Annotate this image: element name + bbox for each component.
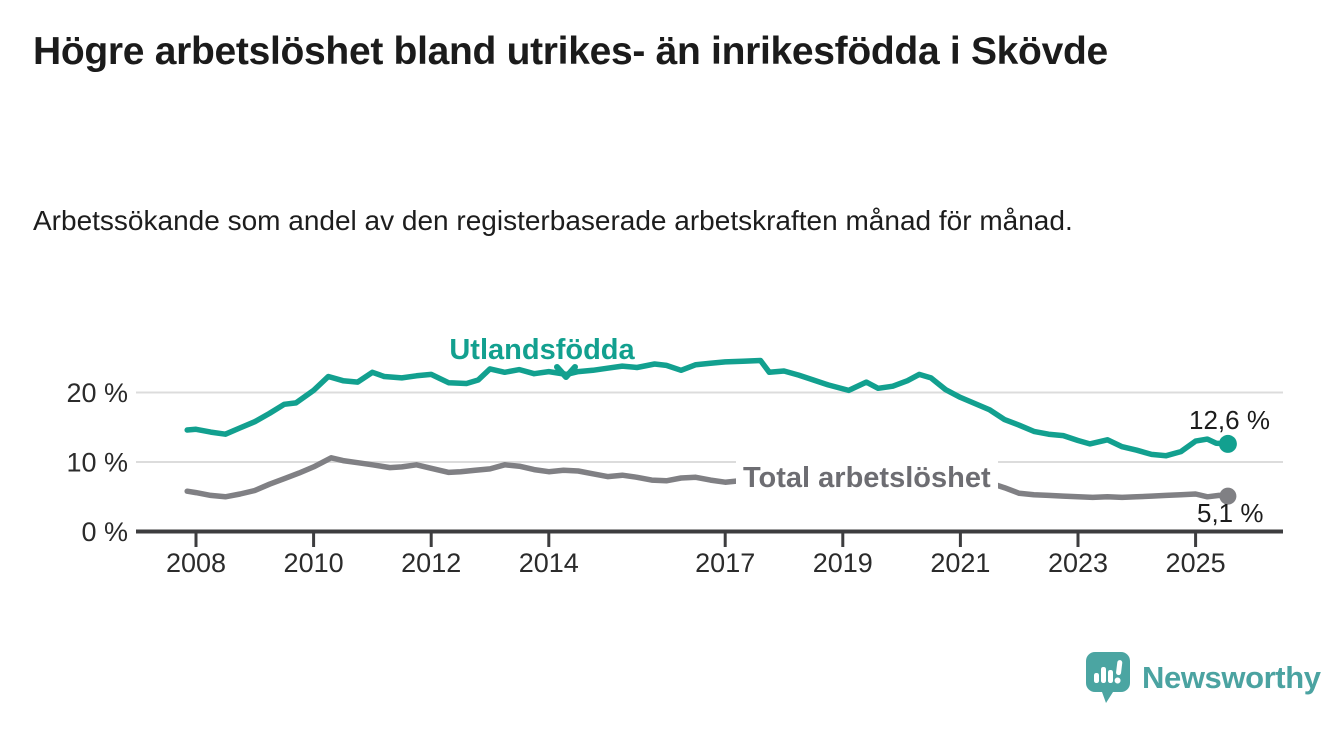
- page-title: Högre arbetslöshet bland utrikes- än inr…: [33, 30, 1108, 73]
- x-tick-label-2025: 2025: [1166, 548, 1226, 578]
- series-label-total-arbetsloshet: Total arbetslöshet: [736, 461, 998, 496]
- x-tick-label-2023: 2023: [1048, 548, 1108, 578]
- x-tick-label-2012: 2012: [401, 548, 461, 578]
- x-tick-label-2017: 2017: [695, 548, 755, 578]
- x-tick-label-2008: 2008: [166, 548, 226, 578]
- newsworthy-logo-icon: [1086, 652, 1130, 703]
- chart-subtitle: Arbetssökande som andel av den registerb…: [33, 205, 1073, 236]
- end-value-label-total: 5,1 %: [1197, 498, 1264, 528]
- series-line-total-arbetsl-shet: [184, 455, 1231, 501]
- end-value-label-utlandsfodda: 12,6 %: [1189, 405, 1270, 435]
- series-end-dot-utlandsf-dda: [1218, 434, 1237, 453]
- series-label-utlandsfodda: Utlandsfödda: [449, 334, 635, 366]
- y-tick-label-0: 0 %: [81, 517, 128, 547]
- x-tick-label-2010: 2010: [284, 548, 344, 578]
- y-tick-label-20: 20 %: [66, 378, 128, 408]
- x-tick-label-2014: 2014: [519, 548, 579, 578]
- x-tick-label-2021: 2021: [930, 548, 990, 578]
- newsworthy-logo-text: Newsworthy: [1142, 660, 1321, 695]
- series-line-utlandsf-dda: [184, 357, 1231, 459]
- newsworthy-logo: Newsworthy: [1085, 651, 1321, 705]
- x-tick-label-2019: 2019: [813, 548, 873, 578]
- series-end-dot-total-arbetsl-shet: [1219, 487, 1237, 505]
- y-tick-label-10: 10 %: [66, 448, 128, 478]
- arrow-down-icon: [554, 364, 578, 380]
